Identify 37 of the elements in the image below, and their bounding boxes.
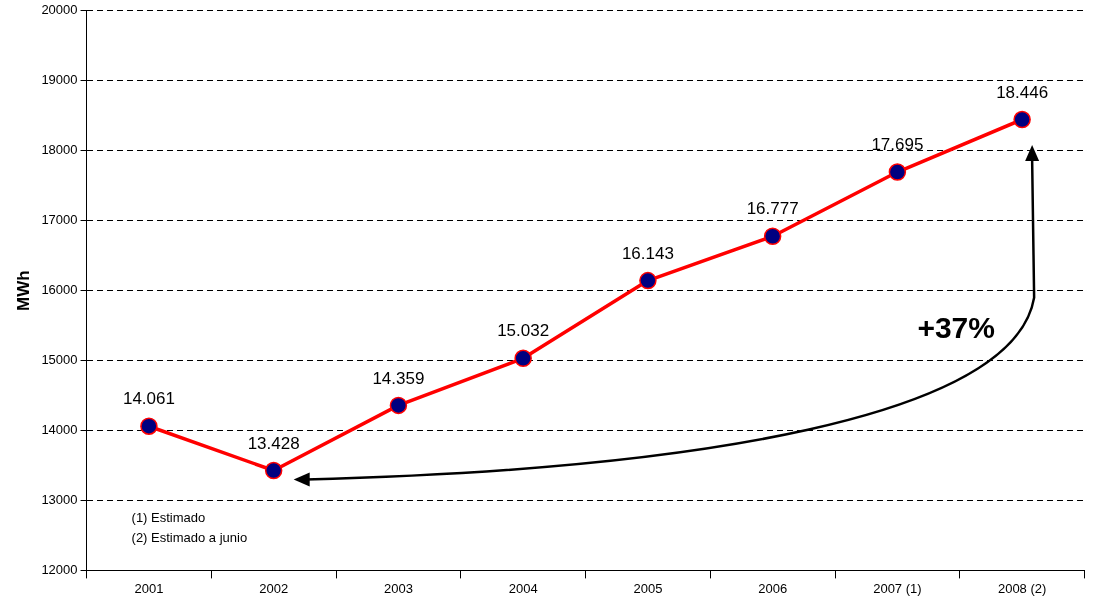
point bbox=[264, 461, 283, 480]
x-tick-label: 2005 bbox=[633, 580, 663, 596]
annotation: (2) Estimado a junio bbox=[131, 530, 248, 546]
x-tick-label: 2006 bbox=[758, 580, 788, 596]
data-label: 13.428 bbox=[247, 433, 300, 453]
y-tick-label: 19000 bbox=[41, 72, 78, 88]
point bbox=[514, 349, 532, 368]
data-label: 14.359 bbox=[372, 368, 425, 388]
y-tick-label: 18000 bbox=[41, 142, 78, 158]
y-tick-label: 15000 bbox=[41, 352, 78, 368]
y-tick-label: 13000 bbox=[41, 492, 78, 508]
point bbox=[888, 163, 907, 181]
x-tick-label: 2004 bbox=[508, 580, 538, 596]
point bbox=[763, 227, 782, 245]
data-label: 16.777 bbox=[746, 199, 799, 219]
y-tick-label: 16000 bbox=[41, 282, 78, 298]
annotation: +37% bbox=[917, 310, 995, 345]
point bbox=[1013, 110, 1031, 129]
y-tick-label: 14000 bbox=[41, 422, 78, 438]
point bbox=[639, 271, 657, 290]
data-label: 14.061 bbox=[122, 389, 175, 409]
y-tick-label: 20000 bbox=[41, 2, 78, 18]
y-tick-label: 12000 bbox=[41, 561, 78, 577]
x-tick-label: 2003 bbox=[383, 580, 413, 596]
data-label: 18.446 bbox=[996, 82, 1049, 102]
data-label: 15.032 bbox=[497, 321, 550, 341]
data-label: 17.695 bbox=[871, 135, 924, 155]
x-tick-label: 2001 bbox=[134, 580, 164, 596]
x-tick-label: 2007 (1) bbox=[873, 580, 922, 596]
y-axis-title: MWh bbox=[13, 270, 33, 311]
annotation: (1) Estimado bbox=[131, 510, 206, 526]
point bbox=[389, 396, 408, 415]
x-tick-label: 2002 bbox=[259, 580, 289, 596]
y-tick-label: 17000 bbox=[41, 212, 78, 228]
point bbox=[140, 417, 158, 435]
data-label: 16.143 bbox=[621, 243, 674, 263]
x-tick-label: 2008 (2) bbox=[997, 580, 1047, 596]
